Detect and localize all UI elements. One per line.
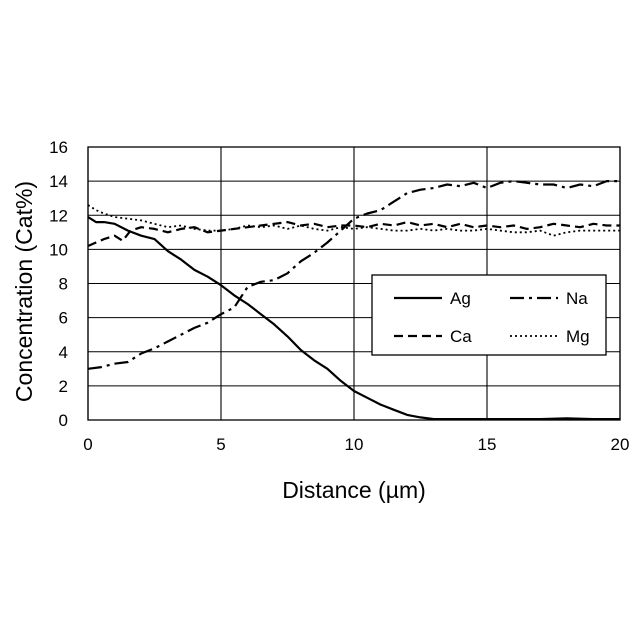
y-tick-label: 4 xyxy=(59,343,68,362)
y-axis-title: Concentration (Cat%) xyxy=(11,181,37,402)
x-tick-label: 10 xyxy=(345,435,364,454)
x-tick-label: 5 xyxy=(216,435,225,454)
legend-label-ag: Ag xyxy=(450,289,471,308)
y-tick-label: 0 xyxy=(59,411,68,430)
y-tick-label: 10 xyxy=(49,240,68,259)
y-tick-label: 14 xyxy=(49,172,68,191)
y-tick-label: 12 xyxy=(49,206,68,225)
legend-label-ca: Ca xyxy=(450,327,472,346)
y-tick-label: 8 xyxy=(59,275,68,294)
x-tick-label: 20 xyxy=(611,435,630,454)
y-tick-label: 16 xyxy=(49,138,68,157)
y-tick-label: 6 xyxy=(59,309,68,328)
x-axis-title: Distance (µm) xyxy=(282,477,426,503)
x-tick-label: 15 xyxy=(478,435,497,454)
legend: Ag Na Ca Mg xyxy=(372,275,606,355)
x-tick-label: 0 xyxy=(83,435,92,454)
legend-label-na: Na xyxy=(566,289,588,308)
y-tick-label: 2 xyxy=(59,377,68,396)
legend-label-mg: Mg xyxy=(566,327,590,346)
